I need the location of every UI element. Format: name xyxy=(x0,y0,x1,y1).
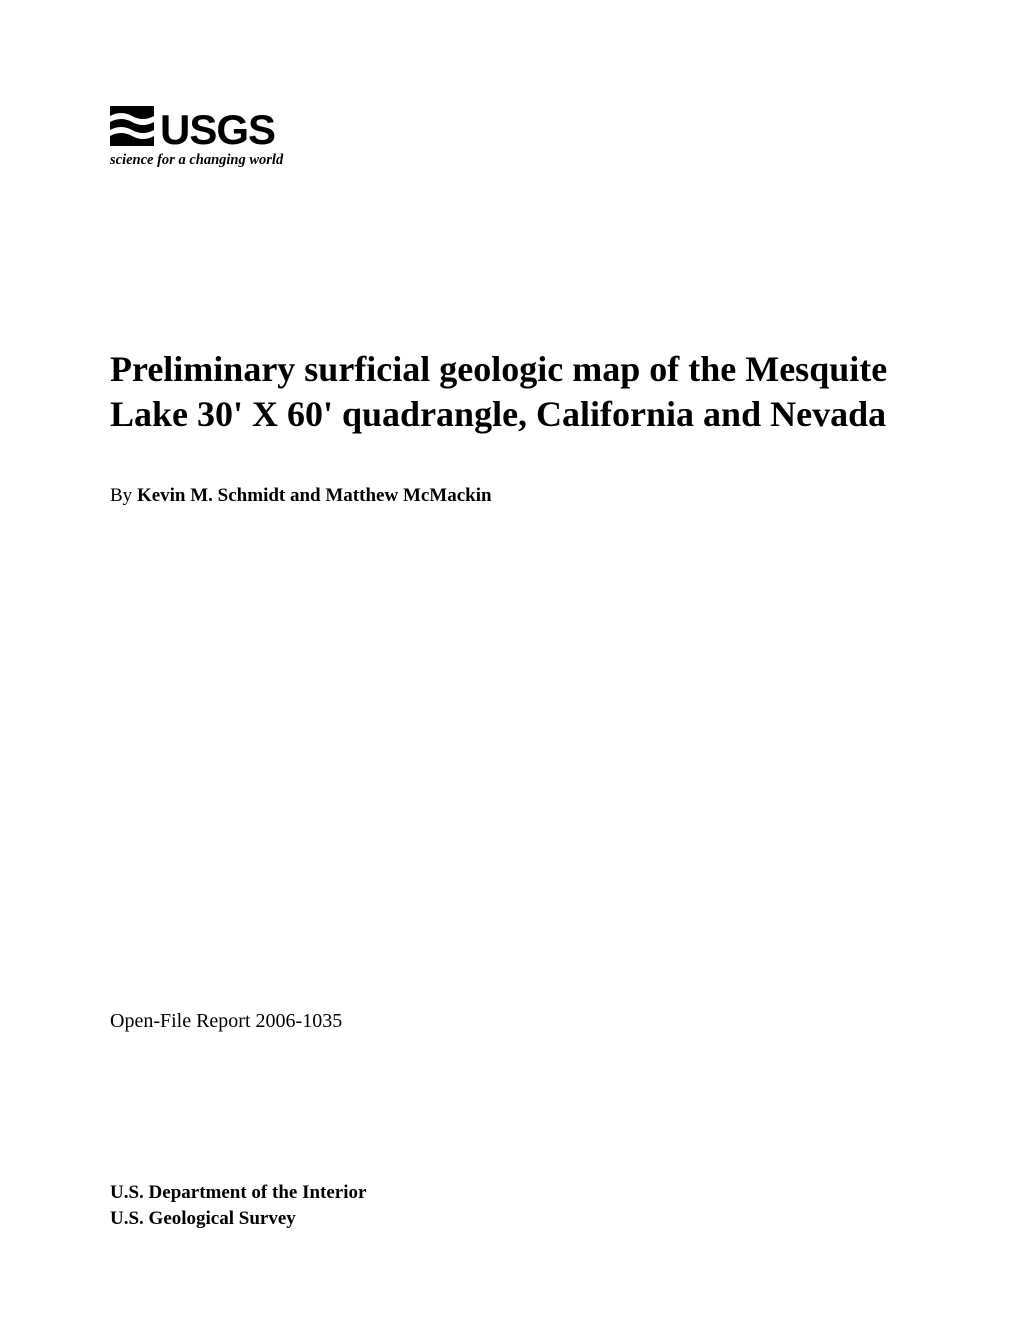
byline-prefix: By xyxy=(110,485,137,506)
svg-text:USGS: USGS xyxy=(160,106,275,153)
byline: By Kevin M. Schmidt and Matthew McMackin xyxy=(110,485,910,507)
svg-text:science for a changing world: science for a changing world xyxy=(110,152,284,168)
usgs-logo: USGS science for a changing world xyxy=(110,102,910,187)
usgs-logo-svg: USGS science for a changing world xyxy=(110,102,330,182)
document-page: USGS science for a changing world Prelim… xyxy=(0,0,1020,1320)
footer: U.S. Department of the Interior U.S. Geo… xyxy=(110,1180,366,1231)
footer-line-2: U.S. Geological Survey xyxy=(110,1206,366,1232)
report-id: Open-File Report 2006-1035 xyxy=(110,1010,342,1033)
byline-authors: Kevin M. Schmidt and Matthew McMackin xyxy=(137,485,492,506)
document-title: Preliminary surficial geologic map of th… xyxy=(110,347,910,437)
footer-line-1: U.S. Department of the Interior xyxy=(110,1180,366,1206)
